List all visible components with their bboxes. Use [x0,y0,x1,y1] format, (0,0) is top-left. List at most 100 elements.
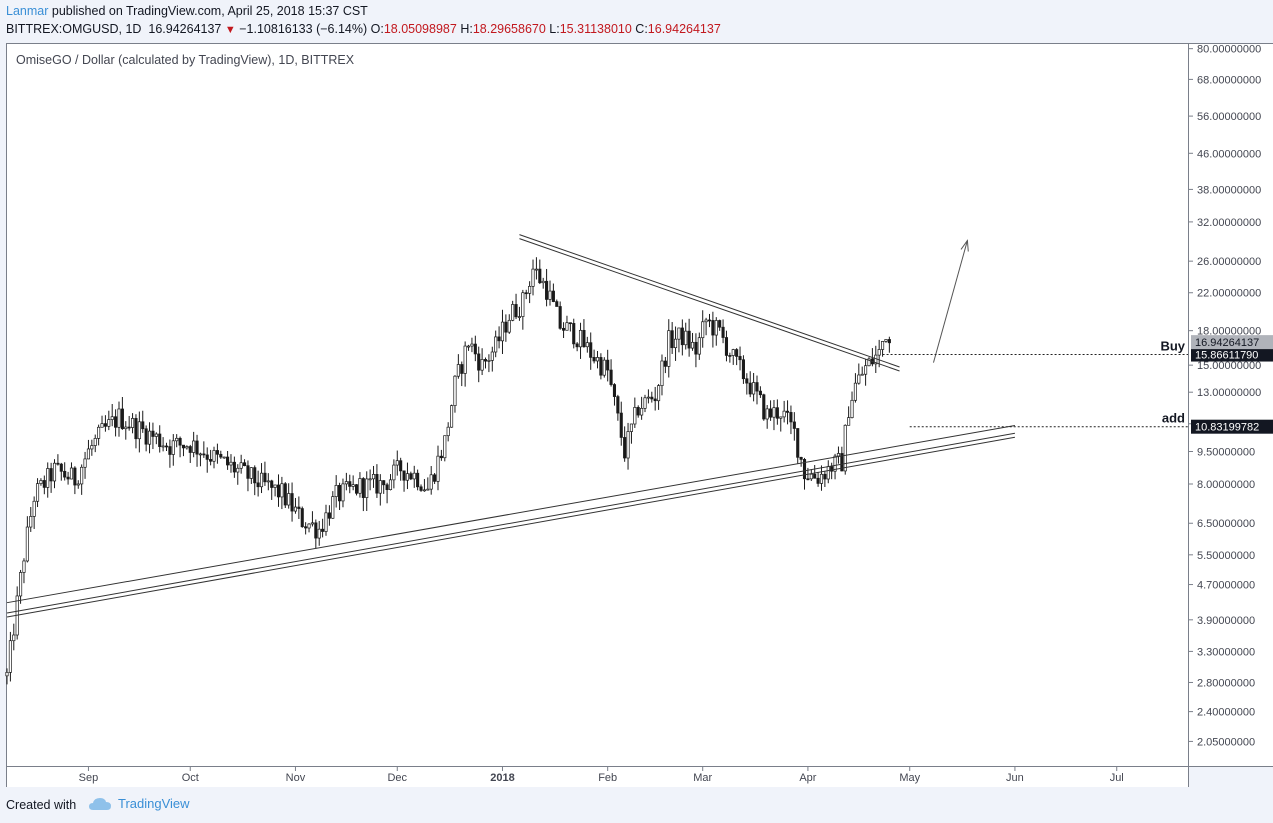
candle-body [331,496,335,519]
candle-body [609,369,613,385]
price-tick-label: 22.00000000 [1197,288,1261,300]
candle-body [721,326,725,338]
price-axis[interactable] [1189,43,1273,767]
trendline-ascending-support-upper [6,425,1016,604]
candle-body [76,483,80,486]
candle-body [202,453,206,456]
candle-body [388,479,393,491]
candle-body [171,440,175,455]
tradingview-link[interactable]: TradingView [88,796,190,811]
candle-body [253,467,257,484]
candle-body [494,336,498,353]
candle-body [690,341,695,349]
price-tick-label: 5.50000000 [1197,550,1255,562]
candle-body [731,349,735,356]
author-link[interactable]: Lanmar [6,4,49,18]
candle-body [273,484,277,488]
candle-body [531,268,535,287]
close-value: 16.94264137 [647,22,721,36]
candle-body [69,467,74,480]
price-tick-label: 15.00000000 [1197,360,1261,372]
candle-body [161,445,165,448]
chart-title: OmiseGO / Dollar (calculated by TradingV… [16,53,355,67]
candle-body [287,493,291,506]
trendline-ascending-support-lower [6,432,1016,614]
candle-body [565,322,569,331]
candle-body [259,472,264,488]
time-axis[interactable] [6,767,1189,787]
candle-body [212,450,216,462]
candle-body [877,349,881,356]
candle-body [799,456,803,460]
candle-body [158,433,162,447]
candle-body [507,319,511,333]
level-price-label: 10.83199782 [1195,422,1259,434]
candle-body [626,431,630,459]
candle-body [612,384,617,397]
candle-body [500,321,505,342]
candle-body [572,323,576,345]
candle-body [487,360,491,362]
price-change: −1.10816133 (−6.14%) [239,22,368,36]
candle-body [378,480,382,494]
candle-body [616,396,620,414]
candle-body [188,446,192,453]
candle-body [314,522,318,539]
candle-body [769,408,773,418]
candle-body [134,418,138,440]
candle-body [226,456,230,466]
candle-body [680,327,684,346]
candle-body [144,428,148,445]
candle-body [867,358,871,367]
candle-body [592,357,596,362]
candle-body [317,528,321,539]
candle-body [653,398,657,402]
candle-body [59,463,63,472]
candle-body [232,461,236,473]
time-tick-label: Feb [598,772,617,784]
candle-body [582,329,586,348]
candle-body [473,343,477,355]
candle-body [436,455,440,482]
candle-body [735,349,739,357]
candle-body [46,468,50,488]
candle-body [283,483,287,506]
candle-body [29,516,33,528]
candle-body [480,359,484,371]
candle-body [80,466,84,485]
high-label: H: [460,22,473,36]
candle-body [382,480,386,486]
level-price-label: 15.86611790 [1195,350,1258,362]
symbol-info: BITTREX:OMGUSD, 1D 16.94264137 ▼ −1.1081… [6,22,721,36]
candle-body [209,459,213,462]
candle-body [327,512,331,519]
time-tick-label: May [899,772,920,784]
candle-body [154,433,158,437]
candle-body [497,336,501,342]
candle-body [66,476,70,480]
candle-body [762,394,766,420]
candle-body [147,430,152,445]
candle-body [293,506,298,512]
published-text: published on TradingView.com, April 25, … [51,4,368,18]
time-tick-label: Jul [1110,772,1124,784]
time-tick-label: Mar [693,772,712,784]
candle-body [324,512,328,532]
footer: Created with TradingView [0,792,1273,823]
candle-body [100,423,104,428]
candle-body [623,437,627,459]
chart-header: Lanmar published on TradingView.com, Apr… [0,0,1273,42]
price-tick-label: 3.90000000 [1197,615,1255,627]
candle-body [321,528,325,532]
candle-body [514,304,518,318]
candle-body [35,483,40,502]
candle-body [334,485,338,497]
candle-body [131,418,135,428]
candle-body [192,440,196,453]
candle-body [826,466,830,480]
candle-body [555,301,559,307]
candle-body [752,382,756,395]
chart-pane[interactable] [6,43,1189,767]
candle-body [117,408,121,428]
candle-body [344,481,348,485]
